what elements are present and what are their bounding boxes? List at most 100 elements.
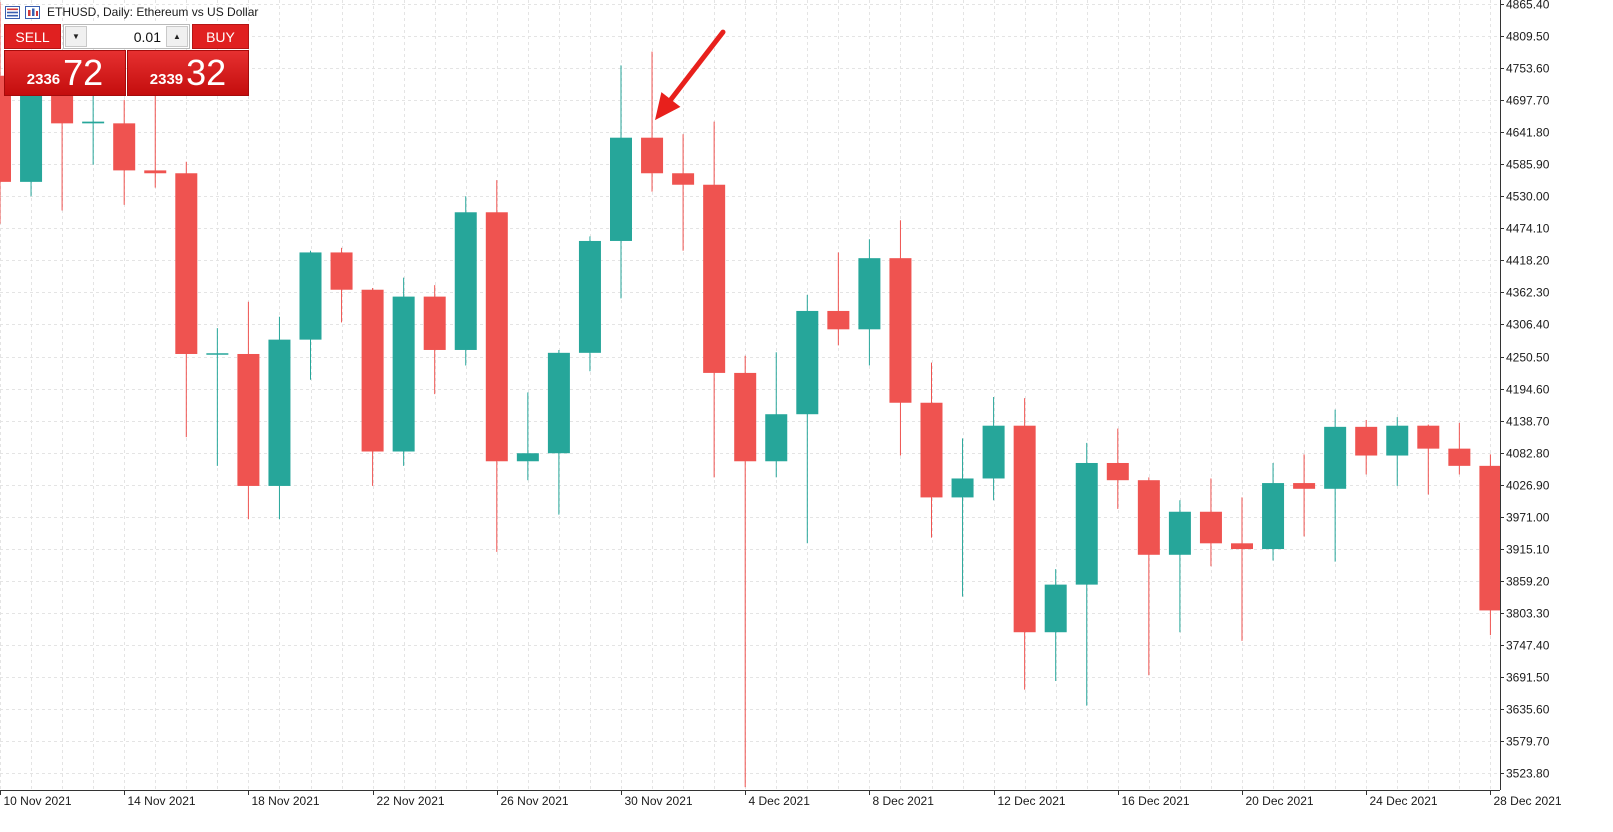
sell-price-button[interactable]: 2336 72 [4,50,126,96]
candle-body [82,121,105,124]
y-tick-label: 3635.60 [1506,703,1550,717]
chart-title: ETHUSD, Daily: Ethereum vs US Dollar [47,5,259,19]
y-tick-label: 3971.00 [1506,511,1550,525]
candle [734,355,757,788]
candle-body [175,173,198,354]
triangle-down-icon: ▼ [72,32,80,41]
candle [361,288,384,486]
annotations [655,29,726,121]
y-tick-label: 4474.10 [1506,222,1550,236]
candle [858,239,881,366]
candle [1168,500,1191,633]
candle [1262,462,1285,561]
y-tick-label: 4306.40 [1506,318,1550,332]
candle-body [1044,584,1067,633]
x-tick-label: 8 Dec 2021 [873,794,935,808]
candle [982,397,1005,501]
y-tick-label: 4865.40 [1506,0,1550,12]
market-watch-icon[interactable] [5,5,20,19]
candle [610,65,632,299]
candle-body [51,87,74,124]
buy-price-button[interactable]: 2339 32 [127,50,249,96]
x-tick-label: 30 Nov 2021 [625,794,693,808]
candle-body [765,414,788,462]
candle [454,196,477,366]
candle-body [454,212,477,350]
x-tick-label: 10 Nov 2021 [4,794,72,808]
candle [703,121,726,478]
candle-body [1231,543,1253,550]
y-tick-label: 3747.40 [1506,639,1550,653]
y-tick-label: 4362.30 [1506,286,1550,300]
candle-body [889,258,912,403]
sell-price-prefix: 2336 [26,70,61,88]
candle [299,250,322,380]
candle [392,277,415,466]
candle [1355,419,1378,475]
x-tick-label: 22 Nov 2021 [377,794,445,808]
candle-body [1448,448,1471,466]
candle [268,316,291,520]
candles [0,0,1613,790]
candle-body [858,258,881,330]
x-tick-label: 28 Dec 2021 [1494,794,1562,808]
chart-bars-icon[interactable] [25,5,40,19]
y-tick-label: 4753.60 [1506,62,1550,76]
candle [1293,454,1316,537]
x-tick-label: 24 Dec 2021 [1370,794,1438,808]
buy-button[interactable]: BUY [192,24,249,49]
candle-body [237,353,260,486]
lot-size-stepper: ▼ ▲ [63,24,190,49]
candle-body [1262,483,1285,550]
candle-body [1386,425,1409,456]
candle-body [1075,462,1098,585]
candle-body [1324,426,1347,489]
candle-body [423,296,446,350]
candle [827,252,850,346]
axis-mask [1501,0,1613,790]
candle [1479,454,1502,636]
x-tick-label: 16 Dec 2021 [1122,794,1190,808]
candle-body [113,123,136,171]
candle [1448,422,1471,475]
x-tick-label: 20 Dec 2021 [1246,794,1314,808]
candle [1044,569,1067,681]
y-tick-label: 3859.20 [1506,575,1550,589]
candle [889,220,912,456]
candle-body [144,170,167,174]
y-tick-label: 3803.30 [1506,607,1550,621]
candle [1386,417,1409,486]
candle-body [796,310,819,415]
candle-body [703,184,726,373]
lot-decrease-button[interactable]: ▼ [65,26,87,47]
candle-body [982,425,1005,479]
candle [485,180,508,552]
chart-header: ETHUSD, Daily: Ethereum vs US Dollar [5,3,258,21]
candle [1013,398,1036,690]
candle [1199,478,1222,567]
candle-body [1106,462,1129,481]
y-tick-label: 3579.70 [1506,735,1550,749]
candle [920,362,943,538]
trade-controls: SELL ▼ ▲ BUY [4,24,249,49]
candle [1231,497,1253,641]
sell-button[interactable]: SELL [4,24,61,49]
lot-increase-button[interactable]: ▲ [166,26,188,47]
candle-body [299,252,322,340]
y-tick-label: 4194.60 [1506,383,1550,397]
candle-body [392,296,415,452]
annotation-arrow-shaft [668,29,726,102]
candle-body [1293,483,1316,489]
lot-size-input[interactable] [90,25,163,48]
buy-price-pips: 32 [186,52,227,93]
triangle-up-icon: ▲ [173,32,181,41]
candle-body [827,310,850,330]
candle [641,51,664,192]
candle [237,301,260,520]
candle [765,352,788,478]
candle-body [1137,480,1160,555]
y-tick-label: 4530.00 [1506,190,1550,204]
candle [0,2,11,224]
candle-body [1013,425,1036,633]
